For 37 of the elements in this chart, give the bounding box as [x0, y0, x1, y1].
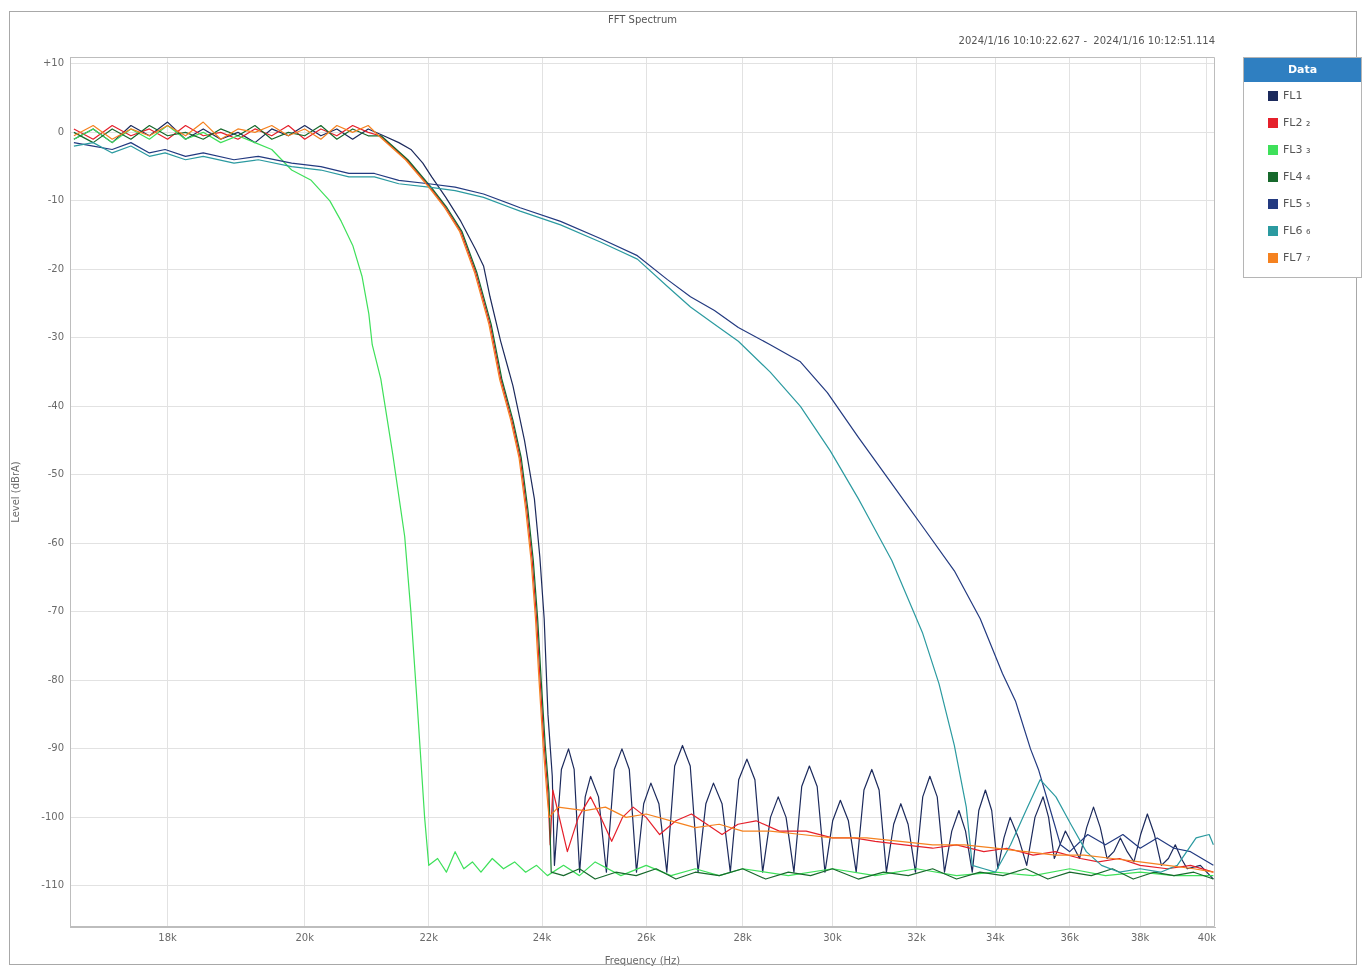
- legend-title: Data: [1244, 58, 1361, 82]
- y-tick-label: -60: [47, 536, 64, 548]
- y-tick-label: -50: [47, 468, 64, 480]
- x-tick-label: 32k: [907, 931, 926, 943]
- y-tick-label: -10: [47, 194, 64, 206]
- x-tick-label: 40k: [1197, 931, 1217, 943]
- legend-label: FL4 ₄: [1283, 170, 1311, 183]
- y-tick-label: -70: [47, 605, 64, 617]
- legend-label: FL2 ₂: [1283, 116, 1311, 129]
- y-tick-label: -20: [47, 262, 64, 274]
- legend-label: FL7 ₇: [1283, 251, 1311, 264]
- y-tick-label: -90: [47, 742, 64, 754]
- x-tick-label: 18k: [158, 931, 178, 943]
- chart-subtitle: 2024/1/16 10:10:22.627 - 2024/1/16 10:12:51.114: [958, 35, 1215, 46]
- x-tick-label: 24k: [532, 931, 552, 943]
- x-tick-label: 28k: [733, 931, 753, 943]
- y-tick-label: -110: [41, 879, 64, 891]
- y-tick-label: -40: [47, 399, 64, 411]
- x-tick-label: 22k: [419, 931, 439, 943]
- x-axis-title: Frequency (Hz): [604, 954, 681, 966]
- chart-title: FFT Spectrum: [606, 14, 679, 25]
- y-tick-label: -80: [47, 673, 64, 685]
- x-tick-label: 20k: [295, 931, 315, 943]
- y-tick-label: +10: [42, 57, 64, 69]
- legend-label: FL5 ₅: [1283, 197, 1311, 210]
- x-tick-label: 30k: [823, 931, 842, 943]
- legend-label: FL6 ₆: [1283, 224, 1311, 237]
- legend-label: FL1: [1283, 89, 1303, 102]
- x-tick-label: 26k: [636, 931, 656, 943]
- y-tick-label: -30: [47, 331, 64, 343]
- x-tick-label: 38k: [1130, 931, 1150, 943]
- x-tick-label: 36k: [1060, 931, 1080, 943]
- legend-label: FL3 ₃: [1283, 143, 1311, 156]
- y-tick-label: 0: [57, 125, 64, 137]
- y-tick-label: -100: [41, 810, 64, 822]
- y-axis-title: Level (dBrA): [9, 461, 21, 523]
- x-tick-label: 34k: [986, 931, 1005, 943]
